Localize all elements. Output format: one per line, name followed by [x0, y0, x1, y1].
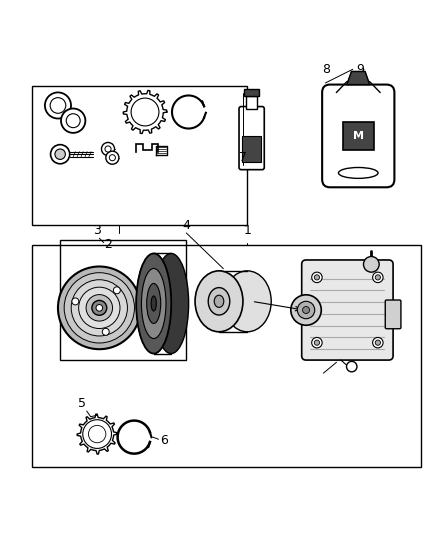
Circle shape [61, 109, 85, 133]
Circle shape [364, 256, 379, 272]
Bar [246, 96, 258, 109]
Text: 6: 6 [160, 434, 168, 447]
Ellipse shape [223, 271, 271, 332]
Ellipse shape [147, 284, 161, 323]
Circle shape [113, 287, 120, 294]
Circle shape [83, 419, 112, 448]
Bar [60, 240, 186, 360]
Text: 7: 7 [239, 151, 247, 164]
Text: 5: 5 [78, 397, 86, 410]
Circle shape [50, 98, 66, 114]
FancyBboxPatch shape [322, 85, 394, 187]
Text: 2: 2 [104, 238, 112, 251]
Circle shape [312, 337, 322, 348]
Bar [32, 86, 247, 225]
Bar [32, 245, 421, 467]
Circle shape [373, 337, 383, 348]
Circle shape [79, 287, 120, 328]
Ellipse shape [138, 260, 169, 348]
Bar [343, 122, 374, 150]
Circle shape [64, 273, 134, 343]
Ellipse shape [136, 254, 171, 353]
Circle shape [50, 144, 70, 164]
Ellipse shape [141, 269, 166, 338]
Circle shape [45, 92, 71, 118]
Ellipse shape [141, 265, 167, 342]
Ellipse shape [151, 296, 156, 311]
Ellipse shape [214, 295, 224, 308]
Circle shape [86, 295, 113, 321]
Ellipse shape [208, 288, 230, 315]
Circle shape [88, 425, 106, 443]
Bar [244, 89, 259, 96]
Circle shape [314, 275, 320, 280]
Circle shape [131, 98, 159, 126]
Text: 3: 3 [93, 224, 101, 237]
Ellipse shape [145, 278, 163, 329]
Circle shape [291, 295, 321, 325]
Ellipse shape [143, 272, 165, 335]
Ellipse shape [195, 271, 243, 332]
Ellipse shape [147, 284, 161, 324]
Circle shape [92, 301, 107, 316]
Circle shape [312, 272, 322, 282]
Circle shape [72, 298, 79, 305]
FancyBboxPatch shape [385, 300, 401, 329]
Circle shape [102, 328, 109, 335]
Text: 4: 4 [182, 219, 190, 232]
Polygon shape [347, 71, 370, 85]
Circle shape [66, 114, 80, 128]
Ellipse shape [339, 167, 378, 179]
Circle shape [373, 272, 383, 282]
Circle shape [96, 304, 102, 311]
Text: M: M [353, 131, 364, 141]
Circle shape [105, 146, 111, 152]
Circle shape [58, 266, 141, 349]
Text: 1: 1 [244, 224, 251, 237]
FancyBboxPatch shape [239, 107, 264, 169]
Circle shape [71, 280, 127, 336]
Text: 9: 9 [357, 63, 364, 76]
Text: 8: 8 [321, 63, 330, 76]
Ellipse shape [136, 254, 171, 353]
Bar [242, 136, 261, 162]
FancyBboxPatch shape [302, 260, 393, 360]
Circle shape [110, 155, 116, 161]
Circle shape [106, 151, 119, 164]
Ellipse shape [154, 254, 189, 353]
Circle shape [375, 275, 381, 280]
Circle shape [346, 361, 357, 372]
Circle shape [375, 340, 381, 345]
Circle shape [102, 142, 115, 156]
Circle shape [303, 306, 310, 313]
Circle shape [55, 149, 65, 159]
Circle shape [314, 340, 320, 345]
Circle shape [297, 301, 315, 319]
